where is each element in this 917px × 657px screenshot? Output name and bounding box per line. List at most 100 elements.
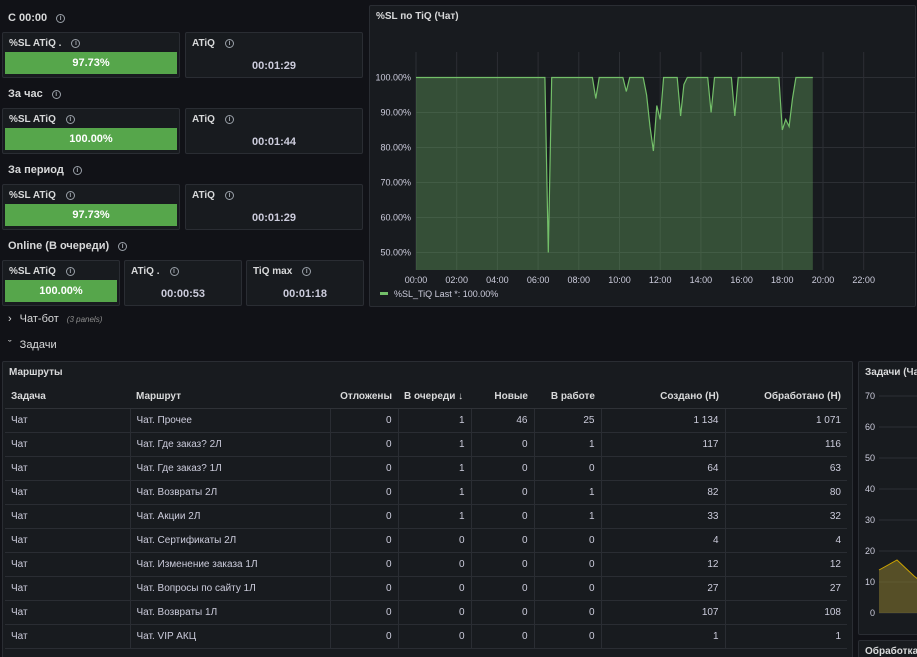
stat-panel-sl-1[interactable]: %SL ATiQ . i 97.73% xyxy=(2,32,180,78)
y-tick-label: 80.00% xyxy=(380,143,411,153)
x-tick-label: 18:00 xyxy=(771,275,794,285)
info-icon[interactable]: i xyxy=(56,13,66,23)
x-tick-label: 08:00 xyxy=(568,275,591,285)
tasks-chat-panel[interactable]: Задачи (Ча 70 60 50 40 30 20 10 0 xyxy=(858,361,917,635)
table-cell: 0 xyxy=(329,432,398,457)
x-tick-label: 04:00 xyxy=(486,275,509,285)
section-title-last-hour: За час i xyxy=(8,88,61,100)
y-tick-label: 100.00% xyxy=(375,73,411,83)
table-cell: 0 xyxy=(397,624,471,649)
info-icon[interactable]: i xyxy=(72,165,82,175)
stat-value-bar: 97.73% xyxy=(5,52,177,74)
table-row[interactable]: Чат Чат. Где заказ? 2Л 0 1 0 1 117 116 xyxy=(5,432,847,457)
info-icon[interactable]: i xyxy=(224,39,234,48)
column-header[interactable]: В очереди ↓ xyxy=(398,385,471,409)
x-tick-label: 06:00 xyxy=(527,275,550,285)
table-cell: 1 xyxy=(533,480,601,505)
stat-panel-atiq-2[interactable]: ATiQ i 00:01:44 xyxy=(185,108,363,154)
info-icon[interactable]: i xyxy=(302,267,312,276)
table-cell: 117 xyxy=(600,432,725,457)
table-cell: 0 xyxy=(329,504,398,529)
sl-tiq-chart[interactable]: 100.00% 90.00% 80.00% 70.00% 60.00% 50.00% 00:… xyxy=(370,6,915,306)
table-cell: 82 xyxy=(600,480,725,505)
table-row[interactable]: Чат Чат. VIP АКЦ 0 0 0 0 1 1 xyxy=(5,624,847,649)
stat-value: 00:01:44 xyxy=(251,136,297,148)
table-cell: 33 xyxy=(600,504,725,529)
table-cell: 0 xyxy=(470,600,534,625)
stat-panel-sl-4[interactable]: %SL ATiQ i 100.00% xyxy=(2,260,120,306)
processing-title: Обработка xyxy=(865,646,917,657)
processing-panel[interactable]: Обработка xyxy=(858,640,917,657)
table-cell: 0 xyxy=(470,456,534,481)
table-row[interactable]: Чат Чат. Сертификаты 2Л 0 0 0 0 4 4 xyxy=(5,528,847,553)
stat-panel-sl-3[interactable]: %SL ATiQ i 97.73% xyxy=(2,184,180,230)
chart-panel-sl-tiq[interactable]: %SL по TiQ (Чат) 100.00% 90.00% 80.00% 70.0… xyxy=(369,5,916,307)
x-tick-label: 10:00 xyxy=(608,275,631,285)
table-cell: 0 xyxy=(533,576,601,601)
info-icon[interactable]: i xyxy=(51,89,61,99)
info-icon[interactable]: i xyxy=(65,191,75,200)
column-header[interactable]: Обработано (Н) xyxy=(725,385,847,409)
column-header[interactable]: Создано (Н) xyxy=(601,385,725,409)
tasks-chat-chart: 70 60 50 40 30 20 10 0 xyxy=(865,391,917,618)
table-cell: 108 xyxy=(724,600,847,625)
table-row[interactable]: Чат Чат. Вопросы по сайту 1Л 0 0 0 0 27 27 xyxy=(5,576,847,601)
stat-panel-atiq-4[interactable]: ATiQ . i 00:00:53 xyxy=(124,260,242,306)
column-header[interactable]: Маршрут xyxy=(130,385,330,409)
column-header[interactable]: Задача xyxy=(5,385,130,409)
table-cell: 0 xyxy=(533,552,601,577)
info-icon[interactable]: i xyxy=(71,39,81,48)
column-header[interactable]: В работе xyxy=(534,385,601,409)
table-cell: 0 xyxy=(470,504,534,529)
section-title-online: Online (В очереди) i xyxy=(8,240,128,252)
info-icon[interactable]: i xyxy=(65,115,75,124)
table-cell: 1 xyxy=(397,504,471,529)
stat-title: %SL ATiQ xyxy=(9,114,56,125)
row-chatbot[interactable]: › Чат-бот (3 panels) xyxy=(8,313,102,325)
table-cell: 80 xyxy=(724,480,847,505)
column-header[interactable]: Новые xyxy=(471,385,534,409)
info-icon[interactable]: i xyxy=(118,241,128,251)
legend-label: %SL_TiQ Last *: 100.00% xyxy=(394,289,498,299)
y-tick-label: 50.00% xyxy=(380,248,411,258)
x-tick-label: 22:00 xyxy=(852,275,875,285)
column-header[interactable]: Отложены xyxy=(330,385,398,409)
table-row[interactable]: Чат Чат. Прочее 0 1 46 25 1 134 1 071 xyxy=(5,408,847,433)
table-cell: 0 xyxy=(470,480,534,505)
info-icon[interactable]: i xyxy=(224,115,234,124)
table-cell: Чат. Где заказ? 2Л xyxy=(129,432,330,457)
y-tick-label: 0 xyxy=(870,608,875,618)
table-cell: 1 xyxy=(397,408,471,433)
table-row[interactable]: Чат Чат. Где заказ? 1Л 0 1 0 0 64 63 xyxy=(5,456,847,481)
row-tasks[interactable]: ˇ Задачи xyxy=(8,339,57,351)
legend-swatch xyxy=(380,292,388,295)
table-cell: 12 xyxy=(724,552,847,577)
table-cell: 27 xyxy=(724,576,847,601)
info-icon[interactable]: i xyxy=(65,267,75,276)
table-cell: Чат. Возвраты 2Л xyxy=(129,480,330,505)
table-cell: Чат. VIP АКЦ xyxy=(129,624,330,649)
y-tick-label: 10 xyxy=(865,577,875,587)
table-row[interactable]: Чат Чат. Изменение заказа 1Л 0 0 0 0 12 12 xyxy=(5,552,847,577)
table-cell: 0 xyxy=(533,456,601,481)
stat-panel-tiq-max[interactable]: TiQ max i 00:01:18 xyxy=(246,260,364,306)
y-tick-label: 40 xyxy=(865,484,875,494)
stat-panel-atiq-1[interactable]: ATiQ i 00:01:29 xyxy=(185,32,363,78)
stat-panel-sl-2[interactable]: %SL ATiQ i 100.00% xyxy=(2,108,180,154)
table-cell: 0 xyxy=(329,576,398,601)
info-icon[interactable]: i xyxy=(169,267,179,276)
y-tick-label: 70.00% xyxy=(380,178,411,188)
table-cell: Чат. Изменение заказа 1Л xyxy=(129,552,330,577)
stat-title: %SL ATiQ . xyxy=(9,38,62,49)
info-icon[interactable]: i xyxy=(224,191,234,200)
table-row[interactable]: Чат Чат. Возвраты 1Л 0 0 0 0 107 108 xyxy=(5,600,847,625)
stat-panel-atiq-3[interactable]: ATiQ i 00:01:29 xyxy=(185,184,363,230)
y-tick-label: 90.00% xyxy=(380,108,411,118)
table-row[interactable]: Чат Чат. Возвраты 2Л 0 1 0 1 82 80 xyxy=(5,480,847,505)
chevron-right-icon: › xyxy=(8,313,12,325)
table-cell: 63 xyxy=(724,456,847,481)
table-row[interactable]: Чат Чат. Акции 2Л 0 1 0 1 33 32 xyxy=(5,504,847,529)
table-cell: 0 xyxy=(397,600,471,625)
table-cell: 0 xyxy=(470,624,534,649)
table-cell: 0 xyxy=(470,432,534,457)
